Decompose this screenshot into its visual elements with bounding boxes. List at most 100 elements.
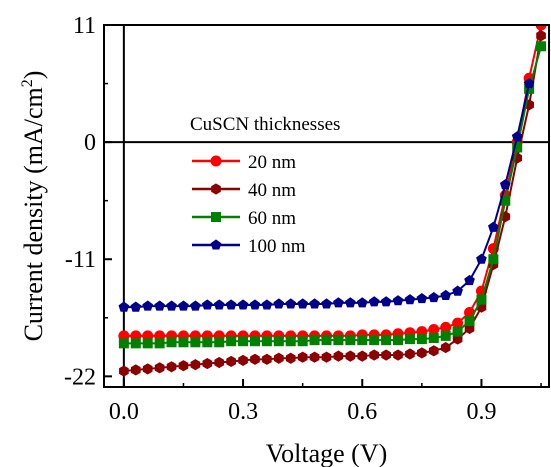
data-point (523, 77, 535, 89)
data-point (499, 179, 511, 190)
data-point (393, 335, 404, 346)
y-tick-label: 0 (84, 130, 96, 156)
legend-marker (210, 239, 222, 250)
data-point (369, 335, 380, 346)
x-tick-label: 0.0 (109, 399, 139, 425)
data-point (273, 336, 284, 347)
data-point (118, 338, 129, 349)
data-point (309, 298, 320, 309)
data-point (154, 338, 165, 349)
data-point (404, 294, 416, 305)
data-point (202, 337, 213, 348)
data-point (297, 298, 309, 309)
data-point (428, 345, 439, 357)
data-point (178, 337, 189, 348)
data-point (142, 300, 154, 311)
data-point (130, 301, 142, 312)
plot-frame (103, 24, 550, 388)
x-tick-label: 0.9 (466, 399, 496, 425)
data-point (440, 330, 451, 341)
legend-label: 20 nm (248, 152, 296, 173)
data-point (464, 315, 475, 326)
data-point (488, 221, 499, 232)
data-point (416, 293, 428, 304)
data-point (321, 298, 332, 309)
data-point (321, 335, 332, 346)
data-point (356, 297, 368, 308)
data-point (154, 300, 165, 311)
data-point (452, 317, 464, 329)
data-point (250, 353, 260, 365)
data-point (190, 359, 201, 371)
legend-entry: 20 nm (192, 152, 296, 173)
legend-entry: 60 nm (192, 208, 296, 229)
y-axis-title-close: ) (19, 71, 48, 80)
series-60-nm (118, 41, 547, 349)
data-point (536, 30, 546, 42)
data-point (344, 297, 356, 308)
series-40-nm (119, 30, 546, 377)
legend-marker (211, 212, 221, 222)
data-point (380, 296, 392, 307)
data-point (166, 300, 177, 311)
data-point (381, 335, 392, 346)
data-point (201, 299, 213, 310)
legend-entry: 100 nm (192, 236, 306, 257)
data-point (249, 336, 260, 347)
data-point (285, 336, 296, 347)
data-point (428, 333, 439, 344)
data-point (262, 353, 272, 365)
data-point (405, 348, 415, 360)
legend-title: CuSCN thicknesses (190, 114, 340, 135)
data-point (130, 364, 141, 376)
data-point (440, 289, 452, 300)
data-point (190, 300, 201, 311)
data-point (440, 342, 451, 354)
data-point (369, 349, 380, 361)
data-point (261, 336, 272, 347)
y-tick-label: -22 (64, 364, 96, 390)
data-point (154, 362, 165, 374)
data-point (392, 295, 404, 306)
data-point (357, 335, 368, 346)
y-axis-title: Current density (mA/cm2) (19, 71, 48, 342)
data-point (309, 335, 320, 346)
data-point (178, 300, 189, 311)
data-point (261, 299, 273, 310)
data-point (476, 294, 487, 305)
data-point (238, 336, 249, 347)
data-point (166, 361, 177, 373)
data-point (249, 299, 261, 310)
x-tick-label: 0.6 (347, 399, 377, 425)
legend-label: 40 nm (248, 180, 296, 201)
data-point (333, 297, 344, 308)
data-point (333, 335, 344, 346)
series-100-nm (118, 77, 535, 312)
y-tick-label: -11 (65, 247, 96, 273)
data-point (511, 131, 523, 142)
data-point (119, 365, 129, 377)
data-point (345, 335, 356, 346)
data-point (452, 285, 463, 296)
y-axis-title-superscript: 2 (19, 79, 36, 87)
data-point (381, 349, 391, 361)
data-point (214, 356, 225, 369)
data-point (452, 326, 463, 337)
legend-entry: 40 nm (192, 180, 296, 201)
data-point (142, 338, 153, 349)
data-point (202, 358, 213, 370)
data-point (345, 350, 356, 362)
data-point (178, 360, 189, 372)
legend-marker (211, 183, 221, 195)
data-point (166, 337, 177, 348)
data-point (393, 349, 403, 361)
data-point (368, 296, 380, 307)
data-point (536, 41, 547, 52)
data-point (309, 351, 320, 363)
data-point (130, 338, 141, 349)
series-line (123, 35, 543, 373)
data-point (428, 291, 440, 303)
y-axis-title-main: Current density (mA/cm (19, 87, 48, 341)
data-point (237, 299, 249, 310)
